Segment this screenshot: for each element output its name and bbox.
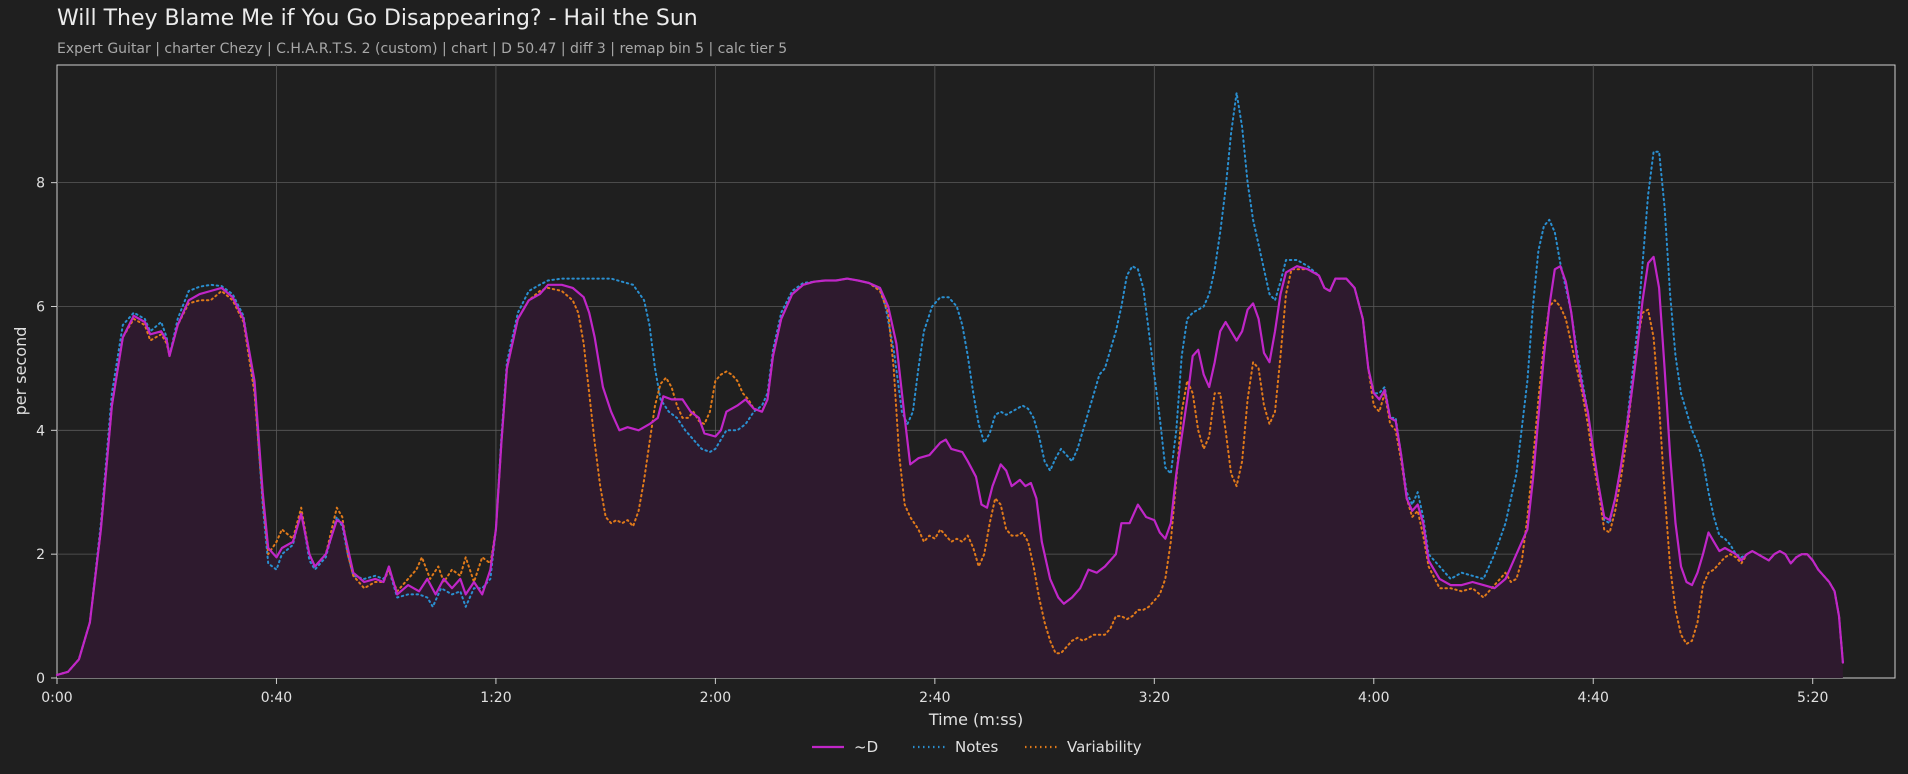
series-fill-area [57, 256, 1843, 678]
x-tick-label: 2:00 [700, 690, 731, 706]
x-tick-label: 4:00 [1358, 690, 1389, 706]
x-tick-label: 3:20 [1139, 690, 1170, 706]
chart-subtitle: Expert Guitar | charter Chezy | C.H.A.R.… [57, 41, 788, 57]
y-tick-label: 4 [36, 423, 45, 439]
y-tick-label: 8 [36, 176, 45, 192]
y-axis-label: per second [11, 327, 30, 416]
y-tick-label: 0 [36, 671, 45, 687]
y-tick-label: 2 [36, 547, 45, 563]
legend-label: Variability [1067, 738, 1142, 756]
x-tick-label: 1:20 [480, 690, 511, 706]
chart-title: Will They Blame Me if You Go Disappearin… [57, 6, 698, 31]
x-tick-label: 0:00 [41, 690, 72, 706]
legend: ~D Notes Variability [812, 738, 1142, 756]
series-line-variability [56, 268, 1844, 676]
legend-label: ~D [854, 738, 878, 756]
x-tick-label: 0:40 [261, 690, 292, 706]
x-tick-label: 5:20 [1797, 690, 1828, 706]
series-line-notes [56, 91, 1844, 676]
x-tick-label: 2:40 [919, 690, 950, 706]
x-tick-label: 4:40 [1578, 690, 1609, 706]
legend-label: Notes [955, 738, 999, 756]
fill-layer [57, 256, 1843, 678]
x-axis-label: Time (m:ss) [928, 710, 1023, 729]
tick-layer: 0:00 0:40 1:20 2:00 2:40 3:20 4:00 4:40 5:20 0 2 4 6… [36, 176, 1828, 706]
series-line-d [55, 255, 1845, 677]
series-layer [55, 91, 1845, 677]
y-tick-label: 6 [36, 299, 45, 315]
